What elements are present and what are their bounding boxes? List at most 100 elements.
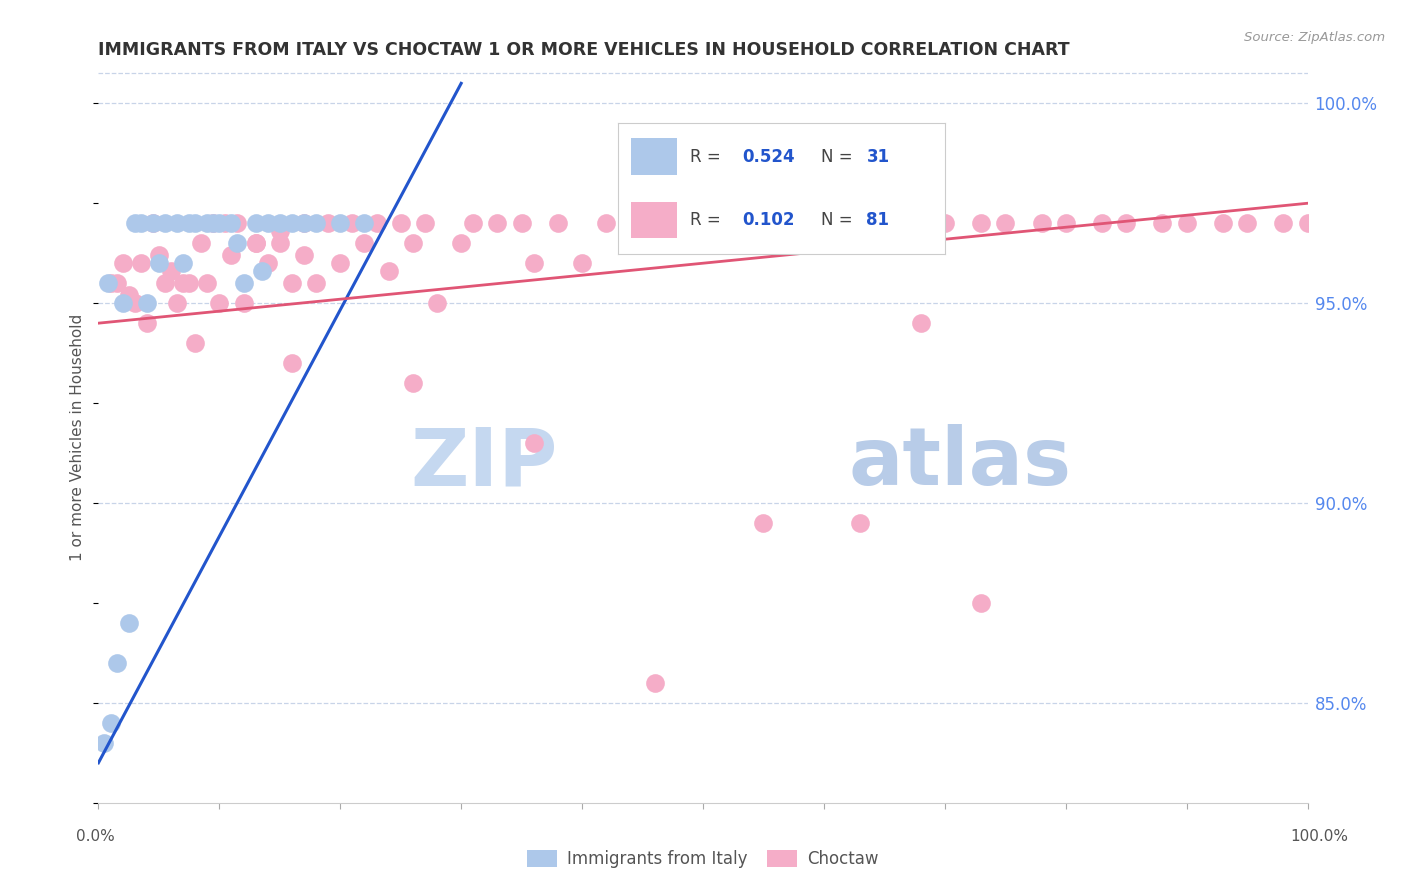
Point <box>281 216 304 230</box>
Point <box>111 296 134 310</box>
Point <box>1236 216 1258 230</box>
Point <box>195 216 218 230</box>
Point <box>523 436 546 450</box>
Point <box>402 236 425 251</box>
Point <box>100 276 122 290</box>
Text: atlas: atlas <box>848 424 1071 502</box>
Point <box>184 336 207 351</box>
Point <box>100 715 122 730</box>
Point <box>148 256 170 270</box>
Point <box>1054 216 1077 230</box>
Point <box>118 615 141 630</box>
Point <box>752 516 775 530</box>
Text: 100.0%: 100.0% <box>1289 830 1348 844</box>
Point <box>1212 216 1234 230</box>
Point <box>716 224 738 238</box>
Point <box>389 216 412 230</box>
Text: ZIP: ZIP <box>411 424 558 502</box>
Point <box>148 248 170 262</box>
Point <box>179 276 201 290</box>
Point <box>1091 216 1114 230</box>
Point <box>105 276 128 290</box>
Point <box>160 264 183 278</box>
Point <box>124 296 146 310</box>
Point <box>172 276 194 290</box>
Point <box>377 264 399 278</box>
Point <box>269 224 291 238</box>
Legend: Immigrants from Italy, Choctaw: Immigrants from Italy, Choctaw <box>520 843 886 875</box>
Point <box>595 216 617 230</box>
Point <box>692 216 714 230</box>
Point <box>281 356 304 370</box>
Point <box>752 216 775 230</box>
Point <box>142 216 165 230</box>
Point <box>970 596 993 610</box>
Point <box>221 248 243 262</box>
Point <box>353 216 375 230</box>
Point <box>232 276 254 290</box>
Point <box>426 296 449 310</box>
Point <box>305 276 328 290</box>
Point <box>118 288 141 302</box>
Point <box>129 216 152 230</box>
Point <box>202 216 225 230</box>
Point <box>93 736 115 750</box>
Point <box>342 216 364 230</box>
Point <box>849 516 872 530</box>
Point <box>135 296 157 310</box>
Point <box>190 236 212 251</box>
Point <box>166 216 188 230</box>
Point <box>970 216 993 230</box>
Point <box>305 216 328 230</box>
Point <box>644 676 666 690</box>
Point <box>837 236 859 251</box>
Point <box>450 236 472 251</box>
Point <box>281 276 304 290</box>
Point <box>221 216 243 230</box>
Point <box>124 216 146 230</box>
Point <box>1296 216 1319 230</box>
Point <box>366 216 388 230</box>
Point <box>292 216 315 230</box>
Text: Source: ZipAtlas.com: Source: ZipAtlas.com <box>1244 31 1385 45</box>
Point <box>135 316 157 330</box>
Point <box>195 276 218 290</box>
Point <box>329 256 352 270</box>
Point <box>226 236 249 251</box>
Point <box>111 256 134 270</box>
Point <box>245 236 267 251</box>
Point <box>153 216 176 230</box>
Point <box>873 216 896 230</box>
Point <box>1031 216 1053 230</box>
Point <box>402 376 425 391</box>
Point <box>994 216 1017 230</box>
Point <box>644 216 666 230</box>
Point <box>172 256 194 270</box>
Point <box>97 276 120 290</box>
Point <box>269 236 291 251</box>
Point <box>153 276 176 290</box>
Point <box>619 236 641 251</box>
Point <box>208 216 231 230</box>
Point <box>486 216 509 230</box>
Point <box>245 216 267 230</box>
Point <box>413 216 436 230</box>
Point <box>571 256 593 270</box>
Point <box>256 216 278 230</box>
Point <box>202 216 225 230</box>
Point <box>179 216 201 230</box>
Point <box>1175 216 1198 230</box>
Point <box>184 216 207 230</box>
Point <box>166 296 188 310</box>
Y-axis label: 1 or more Vehicles in Household: 1 or more Vehicles in Household <box>70 313 86 561</box>
Point <box>1152 216 1174 230</box>
Point <box>129 256 152 270</box>
Point <box>353 236 375 251</box>
Text: IMMIGRANTS FROM ITALY VS CHOCTAW 1 OR MORE VEHICLES IN HOUSEHOLD CORRELATION CHA: IMMIGRANTS FROM ITALY VS CHOCTAW 1 OR MO… <box>98 41 1070 59</box>
Point <box>269 216 291 230</box>
Point <box>232 296 254 310</box>
Point <box>316 216 339 230</box>
Point <box>510 216 533 230</box>
Point <box>226 216 249 230</box>
Point <box>668 236 690 251</box>
